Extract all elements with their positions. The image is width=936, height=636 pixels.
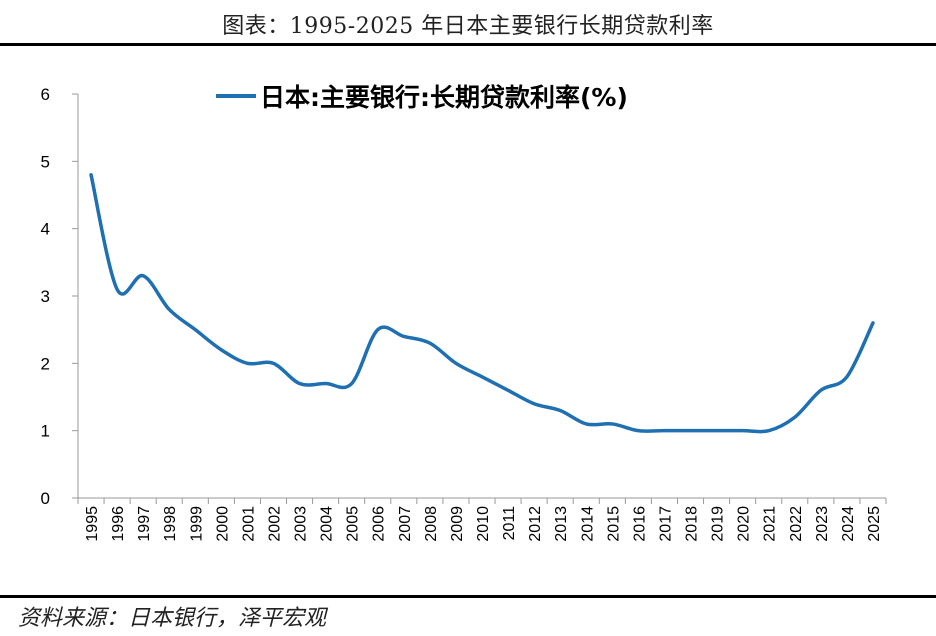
x-tick-label: 2001 <box>240 506 257 542</box>
y-tick-label: 6 <box>41 85 50 104</box>
chart-legend: 日本:主要银行:长期贷款利率(%) <box>216 80 628 112</box>
x-tick-label: 2009 <box>449 506 466 542</box>
x-tick-label: 2022 <box>788 506 805 542</box>
x-tick-label: 2007 <box>397 506 414 542</box>
x-tick-label: 1999 <box>188 506 205 542</box>
x-tick-label: 2021 <box>762 506 779 542</box>
x-tick-label: 2010 <box>475 506 492 542</box>
top-rule <box>0 43 936 46</box>
y-axis-ticks: 0 1 2 3 4 5 6 <box>41 85 78 508</box>
bottom-rule <box>0 595 936 598</box>
x-tick-label: 2023 <box>814 506 831 542</box>
x-tick-label: 2005 <box>345 506 362 542</box>
y-tick-label: 4 <box>41 220 50 239</box>
x-tick-label: 2013 <box>553 506 570 542</box>
x-tick-label: 2000 <box>214 506 231 542</box>
y-tick-label: 3 <box>41 287 50 306</box>
y-tick-label: 1 <box>41 422 50 441</box>
x-tick-label: 2004 <box>319 506 336 542</box>
x-tick-label: 2008 <box>423 506 440 542</box>
x-tick-label: 2006 <box>371 506 388 542</box>
x-tick-label: 2019 <box>710 506 727 542</box>
legend-swatch <box>216 94 256 98</box>
x-tick-label: 2003 <box>293 506 310 542</box>
x-tick-label: 1998 <box>162 506 179 542</box>
x-tick-label: 1996 <box>110 506 127 542</box>
figure-title: 图表：1995-2025 年日本主要银行长期贷款利率 <box>222 14 714 39</box>
y-tick-label: 2 <box>41 354 50 373</box>
source-note: 资料来源：日本银行，泽平宏观 <box>18 606 327 631</box>
x-tick-label: 2011 <box>501 506 518 541</box>
x-tick-label: 2020 <box>736 506 753 542</box>
y-tick-label: 5 <box>41 152 50 171</box>
x-tick-label: 2002 <box>266 506 283 542</box>
series-group <box>89 173 875 434</box>
x-tick-label: 1995 <box>84 506 101 542</box>
x-tick-label: 1997 <box>136 506 153 542</box>
x-axis-ticks: 1995 1996 1997 1998 1999 2000 2001 2002 2003 2004… <box>77 498 887 542</box>
legend-label: 日本:主要银行:长期贷款利率(%) <box>260 83 628 112</box>
x-tick-label: 2017 <box>657 506 674 542</box>
chart-axes <box>77 94 886 499</box>
x-tick-label: 2015 <box>605 506 622 542</box>
x-tick-label: 2012 <box>527 506 544 542</box>
x-tick-label: 2016 <box>631 506 648 542</box>
x-tick-label: 2025 <box>866 506 883 542</box>
x-tick-label: 2014 <box>579 506 596 542</box>
y-tick-label: 0 <box>41 489 50 508</box>
x-tick-label: 2024 <box>840 506 857 542</box>
x-tick-label: 2018 <box>684 506 701 542</box>
series-line <box>89 173 875 434</box>
